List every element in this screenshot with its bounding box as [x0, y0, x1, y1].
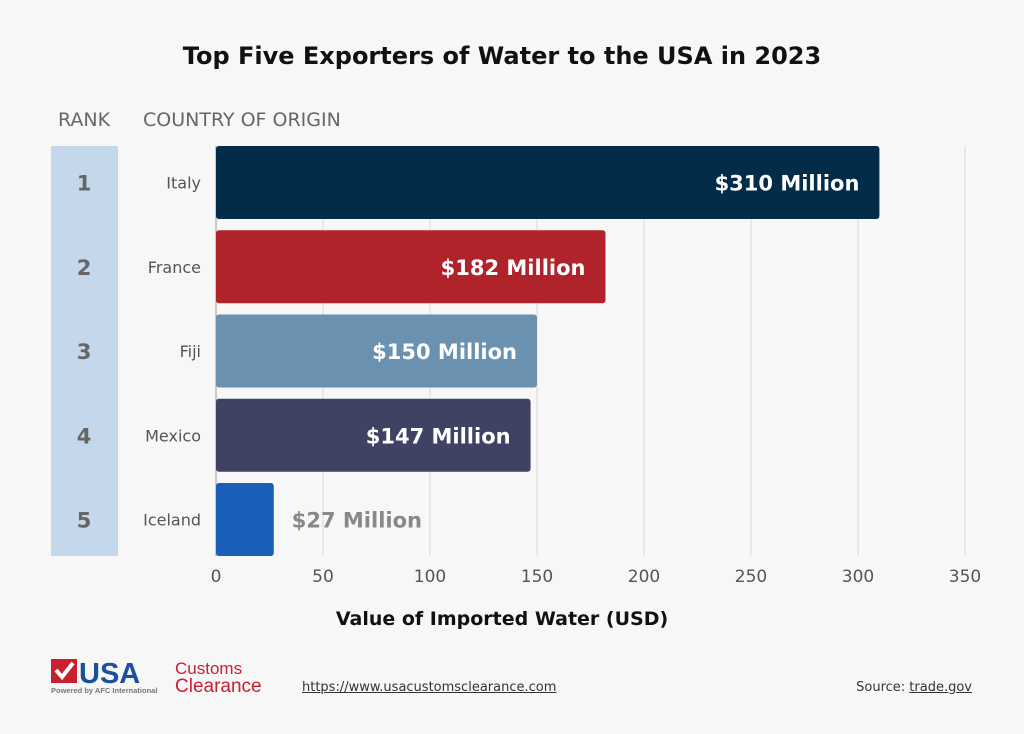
svg-text:USA: USA: [79, 658, 140, 690]
x-tick-label: 150: [521, 567, 553, 587]
data-label: $150 Million: [372, 340, 517, 364]
svg-text:Customs: Customs: [175, 659, 242, 678]
source-link[interactable]: trade.gov: [909, 680, 972, 695]
country-label: Italy: [166, 174, 201, 193]
x-tick-label: 200: [628, 567, 660, 587]
svg-text:Powered by AFC International: Powered by AFC International: [51, 686, 157, 695]
data-label: $147 Million: [366, 424, 511, 448]
data-label: $182 Million: [441, 256, 586, 280]
bar-iceland: [216, 483, 274, 556]
x-axis-label: Value of Imported Water (USD): [336, 608, 668, 630]
rank-label: 3: [77, 340, 92, 364]
rank-label: 1: [77, 172, 92, 196]
country-header: COUNTRY OF ORIGIN: [143, 109, 341, 131]
rank-header: RANK: [58, 109, 111, 131]
country-label: Mexico: [145, 426, 201, 445]
rank-label: 4: [77, 424, 92, 448]
bar-mexico: [216, 398, 531, 472]
usa-customs-clearance-logo: USA Customs Clearance Powered by AFC Int…: [51, 657, 281, 697]
chart-title: Top Five Exporters of Water to the USA i…: [183, 42, 821, 70]
rank-label: 2: [77, 256, 92, 280]
data-label: $27 Million: [292, 509, 422, 533]
country-label: France: [148, 258, 201, 277]
data-label: $310 Million: [715, 172, 860, 196]
x-tick-label: 350: [949, 567, 981, 587]
x-tick-label: 100: [414, 567, 446, 587]
bar-italy: [216, 146, 880, 219]
svg-text:Clearance: Clearance: [175, 676, 262, 697]
bar-france: [216, 230, 606, 304]
rank-column: [51, 146, 118, 556]
x-tick-label: 250: [735, 567, 767, 587]
website-link[interactable]: https://www.usacustomsclearance.com: [302, 680, 557, 695]
country-label: Fiji: [180, 342, 201, 361]
source-label: Source:: [856, 680, 906, 695]
x-tick-label: 50: [312, 567, 334, 587]
rank-label: 5: [77, 509, 92, 533]
source-note: Source: trade.gov: [856, 680, 972, 695]
country-label: Iceland: [143, 511, 201, 530]
x-tick-label: 300: [842, 567, 874, 587]
bar-fiji: [216, 314, 537, 388]
x-tick-label: 0: [211, 567, 222, 587]
